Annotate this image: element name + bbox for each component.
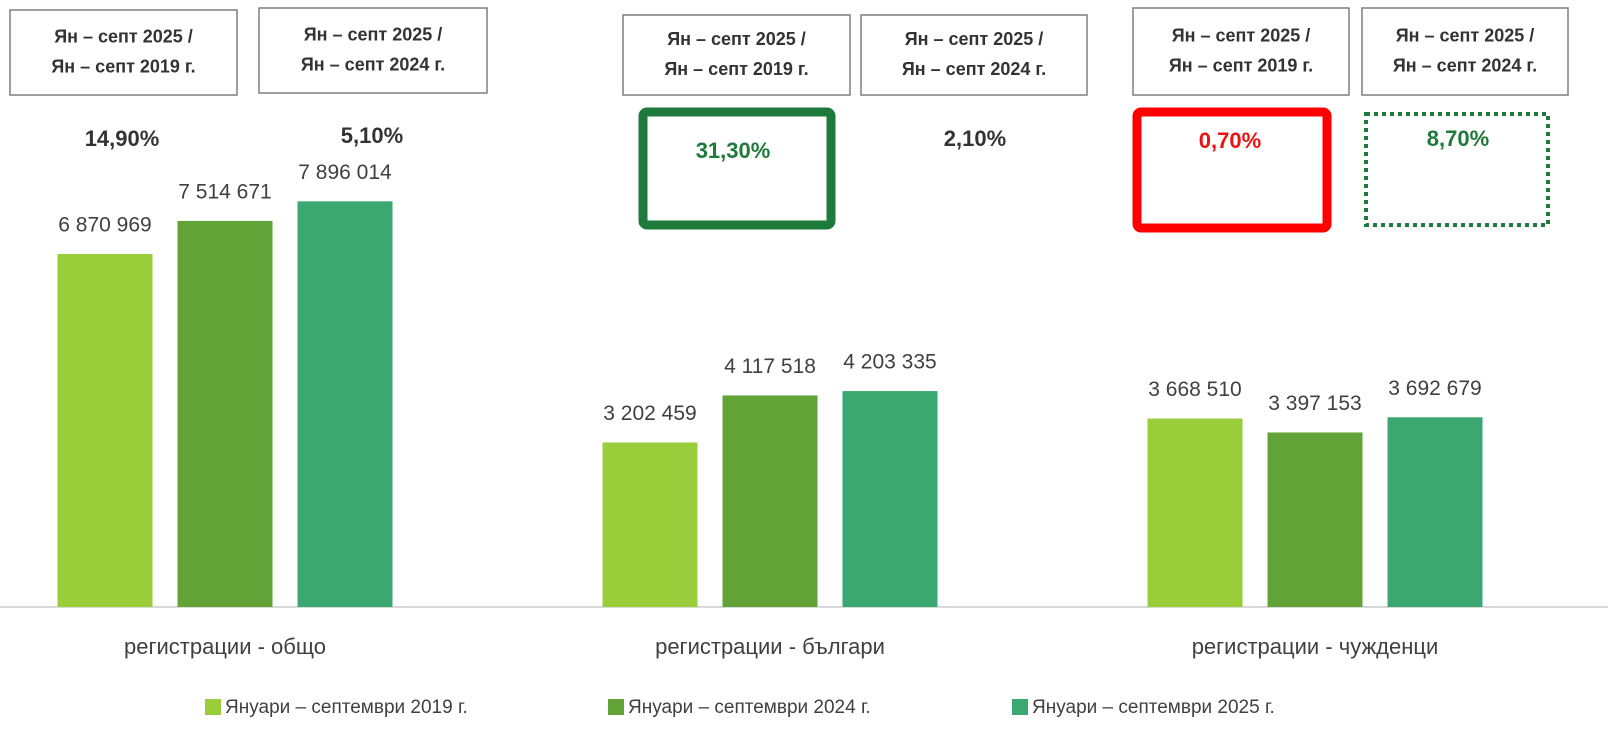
- x-tick-label: регистрации - българи: [655, 634, 885, 659]
- header-text: Ян – септ 2019 г.: [51, 56, 195, 76]
- header-text: Ян – септ 2025 /: [304, 24, 443, 44]
- value-label: 7 514 671: [178, 180, 271, 203]
- header-text: Ян – септ 2024 г.: [1393, 55, 1537, 75]
- change-label: 8,70%: [1427, 126, 1489, 151]
- header-text: Ян – септ 2024 г.: [301, 54, 445, 74]
- header-box: [258, 7, 488, 94]
- header-text: Ян – септ 2025 /: [54, 26, 193, 46]
- bar: [297, 201, 393, 607]
- legend-swatch: [205, 699, 221, 715]
- x-tick-label: регистрации - общо: [124, 634, 326, 659]
- value-label: 3 202 459: [603, 402, 696, 425]
- legend-swatch: [1012, 699, 1028, 715]
- legend-label: Януари – септември 2024 г.: [628, 697, 871, 718]
- header-box: [622, 14, 851, 96]
- change-label: 31,30%: [696, 138, 771, 163]
- value-label: 6 870 969: [58, 214, 151, 237]
- value-label: 4 117 518: [724, 355, 816, 378]
- bar: [722, 395, 818, 607]
- header-box: [9, 9, 238, 96]
- bar: [1267, 432, 1363, 607]
- value-label: 3 668 510: [1148, 378, 1241, 401]
- header-text: Ян – септ 2019 г.: [664, 59, 808, 79]
- header-text: Ян – септ 2025 /: [1172, 25, 1311, 45]
- bar: [842, 391, 938, 607]
- change-label: 5,10%: [341, 123, 403, 148]
- value-label: 7 896 014: [298, 161, 392, 184]
- header-box: [1361, 7, 1569, 96]
- header-text: Ян – септ 2025 /: [1396, 25, 1535, 45]
- value-label: 3 692 679: [1388, 377, 1481, 400]
- header-text: Ян – септ 2019 г.: [1169, 55, 1313, 75]
- bar: [57, 254, 153, 607]
- bar: [602, 442, 698, 607]
- header-text: Ян – септ 2025 /: [667, 29, 806, 49]
- change-label: 2,10%: [944, 126, 1006, 151]
- legend-swatch: [608, 699, 624, 715]
- header-text: Ян – септ 2025 /: [905, 29, 1044, 49]
- legend-label: Януари – септември 2025 г.: [1032, 697, 1275, 718]
- bar: [1147, 418, 1243, 607]
- header-box: [1132, 7, 1350, 96]
- header-text: Ян – септ 2024 г.: [902, 59, 1046, 79]
- value-label: 3 397 153: [1268, 392, 1361, 415]
- highlight-frame: [1132, 107, 1332, 233]
- header-box: [860, 14, 1088, 96]
- bar: [177, 220, 273, 607]
- x-tick-label: регистрации - чужденци: [1192, 634, 1439, 659]
- highlight-frame: [1364, 112, 1550, 227]
- bar: [1387, 417, 1483, 607]
- value-label: 4 203 335: [843, 351, 936, 374]
- change-label: 0,70%: [1199, 128, 1261, 153]
- legend-label: Януари – септември 2019 г.: [225, 697, 468, 718]
- change-label: 14,90%: [85, 126, 160, 151]
- highlight-frame: [638, 107, 836, 230]
